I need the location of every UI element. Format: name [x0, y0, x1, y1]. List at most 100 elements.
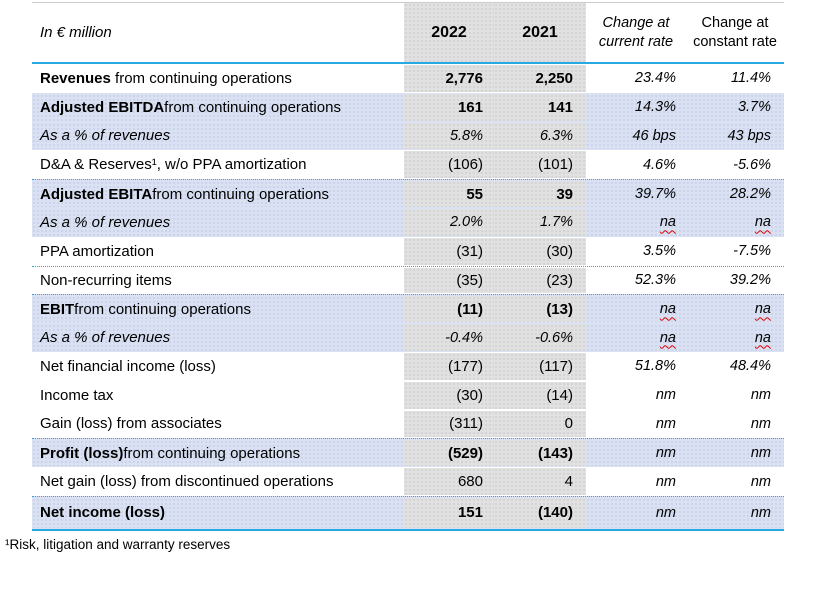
cell-2022-value: -0.4%	[404, 324, 494, 351]
table-row: EBIT from continuing operations (11) (13…	[32, 294, 784, 324]
table-row: Adjusted EBITA from continuing operation…	[32, 179, 784, 208]
row-label-text: from continuing operations	[152, 185, 330, 203]
cell-change-current-rate: na	[586, 208, 686, 236]
row-label-bold: Adjusted EBITDA	[40, 98, 165, 116]
cell-2021-value: 0	[494, 410, 586, 438]
row-label: Net gain (loss) from discontinued operat…	[32, 472, 404, 491]
cell-2022-value: 680	[404, 468, 494, 495]
cell-2022-value: (311)	[404, 410, 494, 438]
table-row: Non-recurring items (35) (23) 52.3% 39.2…	[32, 265, 784, 295]
table-body: Revenues from continuing operations 2,77…	[32, 64, 784, 531]
cell-change-current-rate: nm	[655, 387, 676, 404]
row-label-text: Net gain (loss) from discontinued operat…	[40, 473, 334, 491]
cell-change-current-rate: 39.7%	[586, 181, 686, 207]
row-label: As a % of revenues	[32, 122, 404, 150]
row-label-text: PPA amortization	[40, 242, 154, 260]
cell-change-constant-rate: na	[686, 324, 784, 351]
row-label-text: Net financial income (loss)	[40, 357, 216, 375]
row-label-bold: Revenues	[40, 69, 111, 87]
row-label: Adjusted EBITA from continuing operation…	[32, 181, 404, 207]
row-label-text: from continuing operations	[123, 444, 301, 462]
row-label-bold: Net income (loss)	[40, 504, 166, 522]
cell-change-constant-rate: 28.2%	[686, 181, 784, 207]
row-label-text: As a % of revenues	[40, 329, 171, 347]
row-label: Income tax	[32, 386, 404, 405]
column-header-2022: 2022	[404, 3, 494, 62]
row-label: PPA amortization	[32, 242, 404, 261]
column-header-2021: 2021	[494, 3, 586, 62]
table-row: Adjusted EBITDA from continuing operatio…	[32, 92, 784, 122]
row-label: Gain (loss) from associates	[32, 414, 404, 433]
cell-2021-value: 6.3%	[494, 122, 586, 150]
cell-change-current-rate: nm	[586, 497, 686, 528]
table-row: Net financial income (loss) (177) (117) …	[32, 352, 784, 381]
cell-2022-value: 151	[404, 497, 494, 528]
cell-2021-value: (14)	[494, 381, 586, 409]
table-row: Net income (loss) 151 (140) nm nm	[32, 495, 784, 529]
cell-change-constant-rate: 3.7%	[686, 93, 784, 121]
cell-2021-value: 4	[494, 468, 586, 495]
cell-change-current-rate: 46 bps	[586, 122, 686, 150]
cell-change-current-rate: na	[586, 296, 686, 323]
cell-2021-value: 1.7%	[494, 208, 586, 236]
unit-label: In € million	[40, 24, 112, 41]
cell-change-current-rate: nm	[655, 473, 676, 490]
table-row: As a % of revenues -0.4% -0.6% na na	[32, 323, 784, 352]
cell-change-current-rate: 4.6%	[642, 156, 676, 173]
row-label: D&A & Reserves¹, w/o PPA amortization	[32, 155, 404, 174]
cell-2021-value: 39	[494, 181, 586, 207]
cell-change-current-rate: 51.8%	[634, 358, 676, 375]
cell-change-constant-rate: 48.4%	[729, 358, 771, 375]
row-label-text: Income tax	[40, 386, 114, 404]
cell-change-constant-rate: na	[686, 296, 784, 323]
cell-2022-value: 2.0%	[404, 208, 494, 236]
cell-change-constant-rate: nm	[686, 497, 784, 528]
cell-change-constant-rate: 43 bps	[686, 122, 784, 150]
cell-change-current-rate: 23.4%	[634, 70, 676, 87]
footnote: ¹Risk, litigation and warranty reserves	[5, 536, 231, 552]
row-label-text: Non-recurring items	[40, 271, 172, 289]
row-label-bold: EBIT	[40, 300, 75, 318]
row-label: Net income (loss)	[32, 497, 404, 528]
table-row: As a % of revenues 5.8% 6.3% 46 bps 43 b…	[32, 121, 784, 151]
cell-2021-value: (13)	[494, 296, 586, 323]
cell-2022-value: 5.8%	[404, 122, 494, 150]
cell-2021-value: (101)	[494, 151, 586, 179]
cell-change-current-rate: 52.3%	[634, 272, 676, 289]
cell-change-constant-rate: 11.4%	[730, 70, 771, 87]
cell-2021-value: 141	[494, 93, 586, 121]
table-row: Income tax (30) (14) nm nm	[32, 381, 784, 410]
cell-change-current-rate: nm	[655, 415, 676, 432]
row-label: EBIT from continuing operations	[32, 296, 404, 323]
row-label-text: from continuing operations	[74, 300, 251, 318]
cell-2022-value: 161	[404, 93, 494, 121]
row-label-bold: Adjusted EBITA	[40, 185, 153, 203]
cell-2022-value: 55	[404, 181, 494, 207]
cell-change-current-rate: 3.5%	[642, 243, 676, 260]
row-label-text: from continuing operations	[164, 98, 341, 116]
cell-2021-value: 2,250	[494, 65, 586, 92]
row-label-text: from continuing operations	[110, 69, 292, 87]
financial-results-table: In € million 2022 2021 Change at current…	[32, 2, 784, 531]
row-label: As a % of revenues	[32, 324, 404, 351]
cell-change-constant-rate: nm	[750, 473, 771, 490]
row-label: Adjusted EBITDA from continuing operatio…	[32, 93, 404, 121]
cell-change-constant-rate: nm	[750, 387, 771, 404]
row-label-text: D&A & Reserves¹, w/o PPA amortization	[40, 156, 307, 174]
table-row: Gain (loss) from associates (311) 0 nm n…	[32, 410, 784, 439]
cell-2021-value: (30)	[494, 237, 586, 265]
cell-2022-value: (106)	[404, 151, 494, 179]
cell-change-constant-rate: -5.6%	[733, 156, 771, 173]
table-row: PPA amortization (31) (30) 3.5% -7.5%	[32, 237, 784, 266]
cell-change-constant-rate: -7.5%	[733, 243, 771, 260]
row-label: Non-recurring items	[32, 271, 404, 290]
table-row: As a % of revenues 2.0% 1.7% na na	[32, 207, 784, 237]
cell-change-constant-rate: nm	[750, 415, 771, 432]
table-row: Net gain (loss) from discontinued operat…	[32, 467, 784, 496]
cell-2022-value: (31)	[404, 237, 494, 265]
cell-change-current-rate: na	[586, 324, 686, 351]
cell-2022-value: (30)	[404, 381, 494, 409]
row-label-text: As a % of revenues	[40, 213, 171, 231]
cell-2021-value: (143)	[494, 440, 586, 467]
column-header-change-constant-rate: Change at constant rate	[693, 15, 777, 50]
